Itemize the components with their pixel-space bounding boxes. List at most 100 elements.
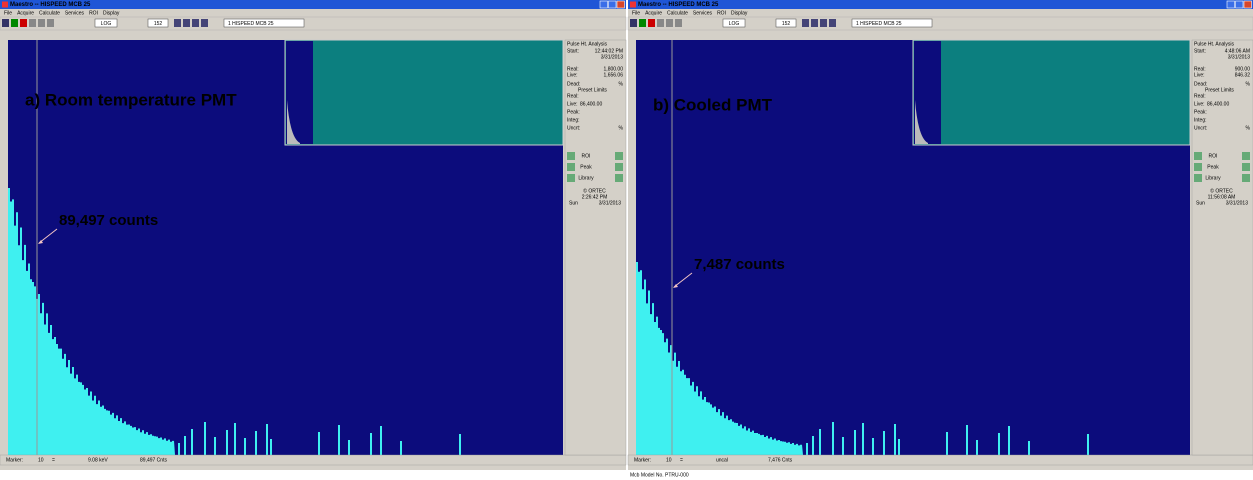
- spectrum-spike: [266, 424, 268, 455]
- status-text: Marker:: [634, 457, 651, 463]
- spectrum-spike: [184, 436, 186, 455]
- zoom-button[interactable]: [183, 19, 190, 27]
- zoom-button[interactable]: [201, 19, 208, 27]
- panel-label: Start:: [567, 48, 579, 54]
- toolbar-button[interactable]: [675, 19, 682, 27]
- window-button[interactable]: [1236, 1, 1244, 8]
- menu-item[interactable]: Services: [693, 10, 713, 16]
- spectrum-spike: [872, 438, 874, 455]
- panel-button[interactable]: [1194, 163, 1202, 171]
- counts-label: 7,487 counts: [694, 256, 785, 273]
- vendor: © ORTEC: [583, 187, 606, 194]
- zoom-button[interactable]: [811, 19, 818, 27]
- panel-button[interactable]: [1242, 152, 1250, 160]
- spectrum-spike: [832, 422, 834, 455]
- spectrum-spike: [976, 440, 978, 455]
- spectrum-spike: [338, 425, 340, 455]
- window-button[interactable]: [600, 1, 608, 8]
- app-icon: [630, 2, 636, 8]
- panel-button[interactable]: [615, 152, 623, 160]
- toolbar-button[interactable]: [29, 19, 36, 27]
- window-title: Maestro -- HISPEED MCB 25: [10, 2, 91, 8]
- panel-button[interactable]: [567, 152, 575, 160]
- menu-item[interactable]: Calculate: [39, 10, 60, 16]
- spectrum-spike: [204, 422, 206, 455]
- menu-item[interactable]: File: [4, 10, 12, 16]
- counts-label: 89,497 counts: [59, 212, 158, 229]
- panel-button-label: ROI: [582, 153, 591, 159]
- menu-item[interactable]: Services: [65, 10, 85, 16]
- spectrum-spike: [380, 426, 382, 455]
- menu-item[interactable]: ROI: [89, 10, 98, 16]
- overview: [913, 40, 1190, 145]
- panel-label: Uncrt:: [567, 125, 580, 131]
- toolbar-button[interactable]: [38, 19, 45, 27]
- toolbar-button[interactable]: [2, 19, 9, 27]
- zoom-button[interactable]: [174, 19, 181, 27]
- panel-label: Real:: [1194, 93, 1206, 99]
- panel-button[interactable]: [1242, 174, 1250, 182]
- window-button[interactable]: [1227, 1, 1235, 8]
- spectrum-spike: [226, 430, 228, 455]
- spectrum-spike: [214, 437, 216, 455]
- toolbar-button[interactable]: [648, 19, 655, 27]
- zoom-button[interactable]: [802, 19, 809, 27]
- toolbar-button[interactable]: [657, 19, 664, 27]
- window-title: Maestro -- HISPEED MCB 25: [638, 2, 719, 8]
- spectrum-spike: [883, 431, 885, 455]
- panel-button[interactable]: [615, 163, 623, 171]
- toolbar-button[interactable]: [630, 19, 637, 27]
- panel-label: Live:: [1194, 101, 1205, 107]
- window-button[interactable]: [1244, 1, 1252, 8]
- panel-value: 1,656.06: [604, 72, 624, 78]
- panel-label: Live:: [567, 101, 578, 107]
- zoom-button[interactable]: [820, 19, 827, 27]
- spectrum-spike: [998, 433, 1000, 455]
- toolbar-button[interactable]: [20, 19, 27, 27]
- day: Sun: [569, 200, 578, 206]
- status-text: 9.08 keV: [88, 457, 108, 463]
- menu-item[interactable]: Display: [731, 10, 748, 16]
- panel-button[interactable]: [615, 174, 623, 182]
- menu-item[interactable]: Acquire: [17, 10, 34, 16]
- footer-text: Mcb Model No. PTRU-000: [630, 472, 689, 478]
- toolbar-button[interactable]: [47, 19, 54, 27]
- zoom-button[interactable]: [192, 19, 199, 27]
- toolbar-button[interactable]: [11, 19, 18, 27]
- status-text: =: [52, 457, 55, 463]
- panel-button[interactable]: [567, 163, 575, 171]
- spectrum-spike: [966, 425, 968, 455]
- log-label: LOG: [101, 21, 112, 27]
- menu-item[interactable]: ROI: [717, 10, 726, 16]
- status-text: 10: [38, 457, 44, 463]
- menu-item[interactable]: File: [632, 10, 640, 16]
- menu-item[interactable]: Display: [103, 10, 120, 16]
- status-text: 10: [666, 457, 672, 463]
- spectrum-spike: [898, 439, 900, 455]
- toolbar-button[interactable]: [666, 19, 673, 27]
- window-button[interactable]: [617, 1, 625, 8]
- date: 3/31/2013: [1226, 200, 1248, 206]
- panel-button[interactable]: [1242, 163, 1250, 171]
- panel-label: Peak:: [1194, 109, 1207, 115]
- spectrum-spike: [806, 443, 808, 455]
- overview: [285, 40, 563, 145]
- zoom-button[interactable]: [829, 19, 836, 27]
- panel-button-label: ROI: [1209, 153, 1218, 159]
- spectrum-spike: [459, 434, 461, 455]
- panel-value: %: [619, 125, 624, 131]
- window-button[interactable]: [609, 1, 617, 8]
- panel-button[interactable]: [567, 174, 575, 182]
- spectrum-spike: [894, 424, 896, 455]
- toolbar-button[interactable]: [639, 19, 646, 27]
- panel-button[interactable]: [1194, 152, 1202, 160]
- panel-button[interactable]: [1194, 174, 1202, 182]
- panel-heading: Pulse Ht. Analysis: [1194, 41, 1235, 47]
- spectrum-spike: [318, 432, 320, 455]
- menu-item[interactable]: Calculate: [667, 10, 688, 16]
- spectrum-spike: [1008, 426, 1010, 455]
- spectrum-spike: [946, 432, 948, 455]
- panel-value: 86,400.00: [580, 101, 602, 107]
- panel-value: %: [619, 81, 624, 87]
- menu-item[interactable]: Acquire: [645, 10, 662, 16]
